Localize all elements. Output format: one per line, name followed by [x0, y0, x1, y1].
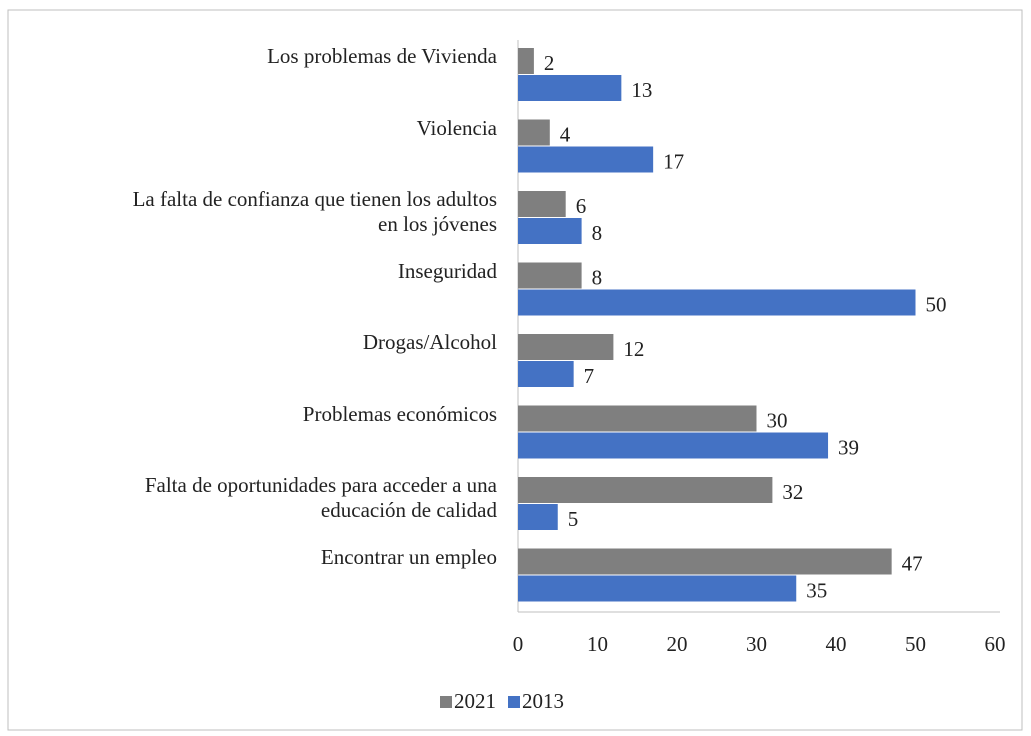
value-label: 47 — [902, 551, 923, 575]
category-label: Drogas/Alcohol — [362, 330, 497, 354]
value-label: 5 — [568, 507, 579, 531]
value-label: 50 — [926, 292, 947, 316]
category-label: La falta de confianza que tienen los adu… — [132, 187, 497, 236]
bar — [518, 75, 622, 101]
value-label: 13 — [631, 78, 652, 102]
value-label: 6 — [576, 194, 587, 218]
category-label: Encontrar un empleo — [320, 544, 497, 569]
value-label: 39 — [838, 435, 859, 459]
bar — [518, 504, 558, 530]
chart-border — [7, 9, 1023, 731]
bar — [518, 405, 757, 432]
value-label: 32 — [782, 480, 803, 504]
x-tick-label: 10 — [587, 632, 608, 656]
value-label: 7 — [584, 364, 595, 388]
x-tick-label: 20 — [667, 632, 688, 656]
category-label: Inseguridad — [397, 258, 497, 283]
x-tick-label: 50 — [905, 632, 926, 656]
category-label: Violencia — [416, 115, 497, 140]
bar — [518, 361, 574, 387]
x-tick-label: 60 — [985, 632, 1006, 656]
category-label: Falta de oportunidades para acceder a un… — [144, 473, 497, 522]
bar — [518, 334, 614, 360]
bar — [518, 119, 550, 146]
value-label: 17 — [663, 149, 684, 173]
x-tick-label: 30 — [746, 632, 767, 656]
bar — [518, 548, 892, 575]
bar — [518, 218, 582, 244]
value-label: 4 — [560, 122, 571, 146]
value-label: 30 — [767, 408, 788, 432]
bar — [518, 262, 582, 289]
bar — [518, 575, 797, 602]
bar — [518, 146, 654, 173]
value-label: 8 — [592, 221, 603, 245]
legend-swatch — [508, 696, 520, 708]
category-label: Problemas económicos — [302, 401, 497, 426]
legend-label: 2013 — [522, 689, 564, 713]
value-label: 35 — [806, 578, 827, 602]
bar — [518, 289, 916, 316]
value-label: 2 — [544, 51, 555, 75]
value-label: 12 — [623, 337, 644, 361]
category-label: Los problemas de Vivienda — [267, 44, 497, 68]
value-label: 8 — [592, 265, 603, 289]
bar — [518, 477, 773, 503]
bar — [518, 191, 566, 217]
legend-label: 2021 — [454, 689, 496, 713]
x-tick-label: 0 — [513, 632, 524, 656]
x-tick-label: 40 — [826, 632, 847, 656]
bar — [518, 432, 829, 459]
bar — [518, 48, 534, 74]
legend-swatch — [440, 696, 452, 708]
